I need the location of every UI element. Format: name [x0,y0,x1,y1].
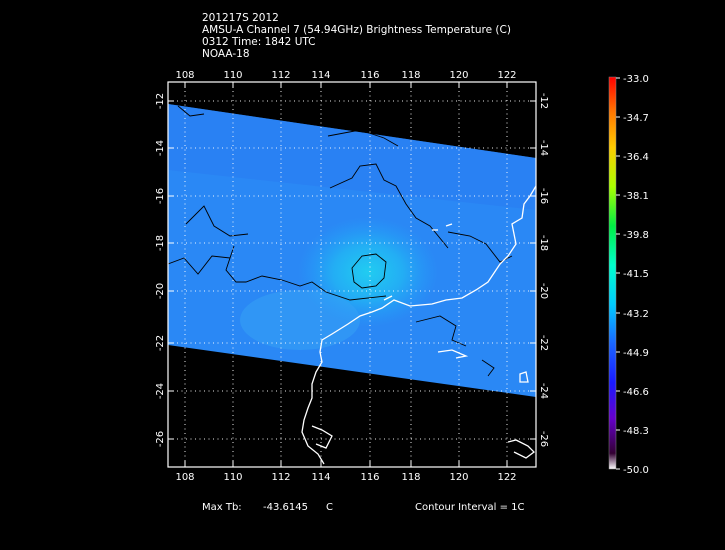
lat-labels-right: -12 -14 -16 -18 -20 -22 -24 -26 [538,93,549,447]
lat-tick-left: -16 [155,188,166,204]
colorbar-label: -44.9 [623,348,649,359]
lat-tick-right: -26 [538,431,549,447]
map-header: 201217S 2012 AMSU-A Channel 7 (54.94GHz)… [202,12,511,60]
colorbar-label: -38.1 [623,191,649,202]
colorbar-label: -50.0 [623,465,649,476]
colorbar-label: -33.0 [623,74,649,85]
lon-tick-top: 118 [401,70,420,81]
colorbar-labels: -33.0 -34.7 -36.4 -38.1 -39.8 -41.5 -43.… [623,74,649,476]
coastline [301,185,536,465]
lon-tick-top: 120 [449,70,468,81]
lon-tick-top: 108 [175,70,194,81]
lon-labels-top: 108 110 112 114 116 118 120 122 [175,70,516,81]
lat-tick-right: -18 [538,235,549,251]
lon-tick-top: 116 [360,70,379,81]
lat-tick-right: -16 [538,188,549,204]
colorbar-label: -43.2 [623,309,649,320]
lon-tick-bottom: 120 [449,472,468,483]
lat-tick-right: -14 [538,140,549,156]
satellite-name: NOAA-18 [202,48,250,60]
lon-tick-bottom: 114 [311,472,330,483]
colorbar-label: -41.5 [623,269,649,280]
storm-id-year: 201217S 2012 [202,12,279,24]
contour-lines [168,105,513,377]
lat-tick-left: -20 [155,283,166,299]
lat-tick-right: -20 [538,283,549,299]
graticule [168,82,536,467]
lat-tick-left: -24 [155,383,166,399]
lat-tick-right: -12 [538,93,549,109]
lon-tick-top: 122 [497,70,516,81]
colorbar-label: -39.8 [623,230,649,241]
lon-tick-top: 112 [271,70,290,81]
max-tb-value: -43.6145 [263,502,308,513]
light-patch [240,290,360,350]
lon-tick-bottom: 108 [175,472,194,483]
lat-tick-left: -26 [155,431,166,447]
colorbar-label: -46.6 [623,387,649,398]
colorbar-label: -48.3 [623,426,649,437]
max-tb-unit: C [326,502,333,513]
max-tb-label: Max Tb: [202,502,242,513]
lat-tick-right: -22 [538,335,549,351]
lat-tick-left: -22 [155,335,166,351]
lon-tick-top: 114 [311,70,330,81]
channel-title: AMSU-A Channel 7 (54.94GHz) Brightness T… [202,24,511,36]
tick-marks [168,82,536,467]
lat-tick-left: -14 [155,140,166,156]
lat-tick-right: -24 [538,383,549,399]
contour-interval: Contour Interval = 1C [415,502,525,513]
lon-tick-bottom: 112 [271,472,290,483]
data-layer [168,82,536,467]
lon-tick-bottom: 122 [497,472,516,483]
colorbar [608,76,617,470]
lon-labels-bottom: 108 110 112 114 116 118 120 122 [175,472,516,483]
colorbar-label: -34.7 [623,113,649,124]
lat-labels-left: -12 -14 -16 -18 -20 -22 -24 -26 [155,93,166,447]
lon-tick-top: 110 [223,70,242,81]
swath-shading [168,104,536,210]
lon-tick-bottom: 110 [223,472,242,483]
observation-time: 0312 Time: 1842 UTC [202,36,316,48]
lat-tick-left: -18 [155,235,166,251]
plot-frame [167,81,537,468]
lon-tick-bottom: 118 [401,472,420,483]
colorbar-ticks [616,77,620,470]
lon-tick-bottom: 116 [360,472,379,483]
lat-tick-left: -12 [155,93,166,109]
colorbar-label: -36.4 [623,152,649,163]
